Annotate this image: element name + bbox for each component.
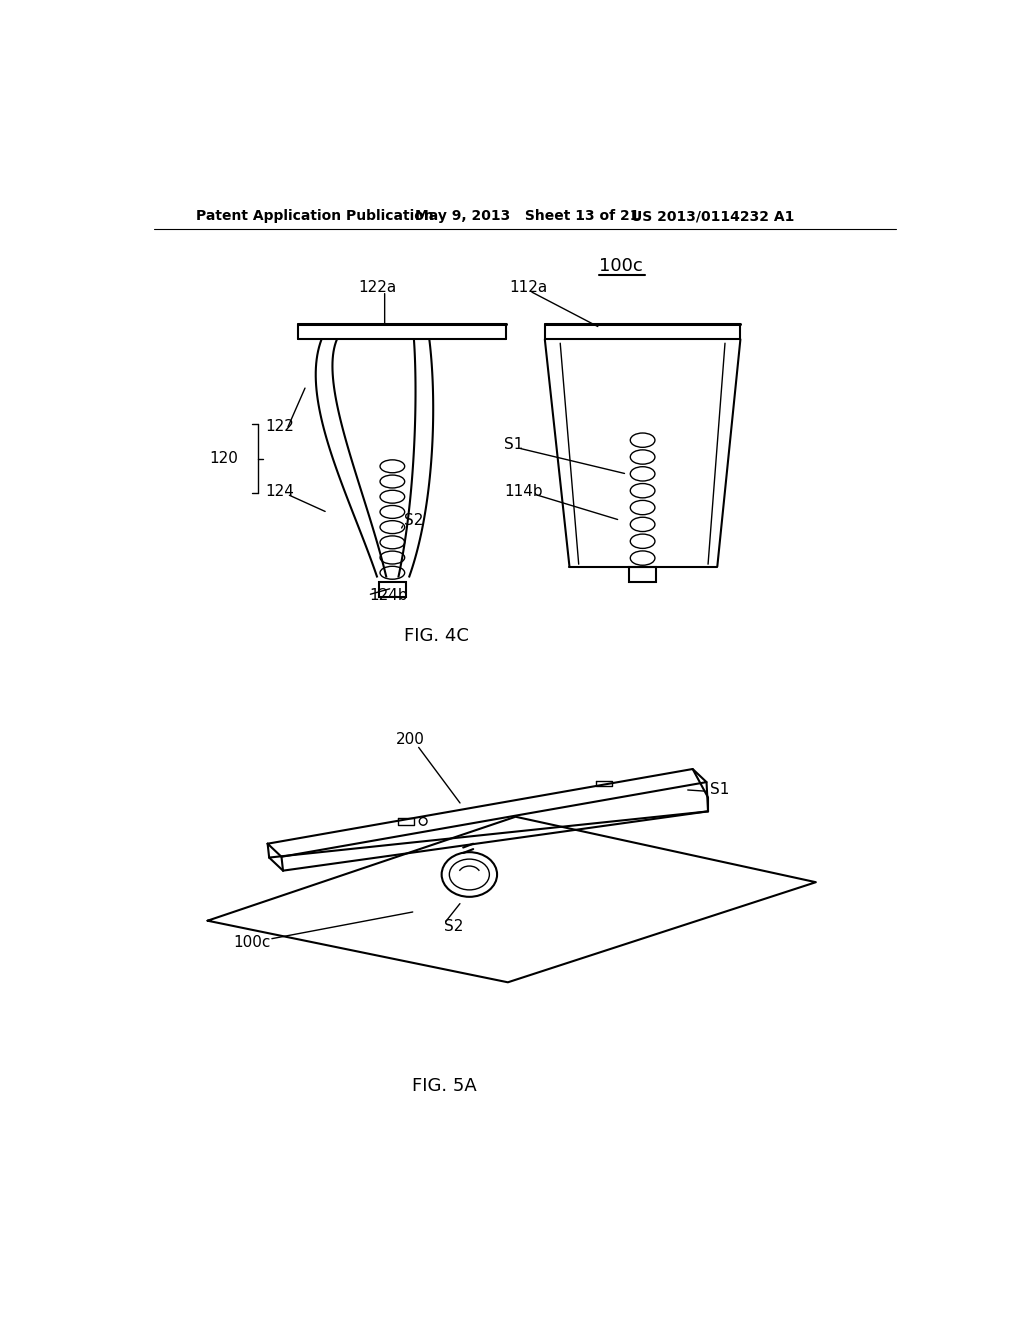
Text: S2: S2 [403,512,423,528]
Text: 100c: 100c [599,257,642,275]
Text: 120: 120 [210,451,239,466]
Bar [629,566,656,582]
Text: 100c: 100c [233,935,270,950]
Text: 124: 124 [265,483,294,499]
Bar [379,582,407,598]
Text: 200: 200 [396,733,425,747]
Text: FIG. 5A: FIG. 5A [412,1077,476,1096]
Text: S2: S2 [444,919,463,933]
Text: 122: 122 [265,418,294,434]
Text: Patent Application Publication: Patent Application Publication [196,209,434,223]
Text: 114b: 114b [504,483,543,499]
Text: 112a: 112a [509,280,548,296]
Text: 124b: 124b [370,589,408,603]
Text: FIG. 4C: FIG. 4C [403,627,469,644]
Text: May 9, 2013   Sheet 13 of 21: May 9, 2013 Sheet 13 of 21 [416,209,640,223]
Text: S1: S1 [710,783,729,797]
Text: S1: S1 [504,437,523,453]
Text: 122a: 122a [358,280,396,296]
Text: US 2013/0114232 A1: US 2013/0114232 A1 [631,209,795,223]
